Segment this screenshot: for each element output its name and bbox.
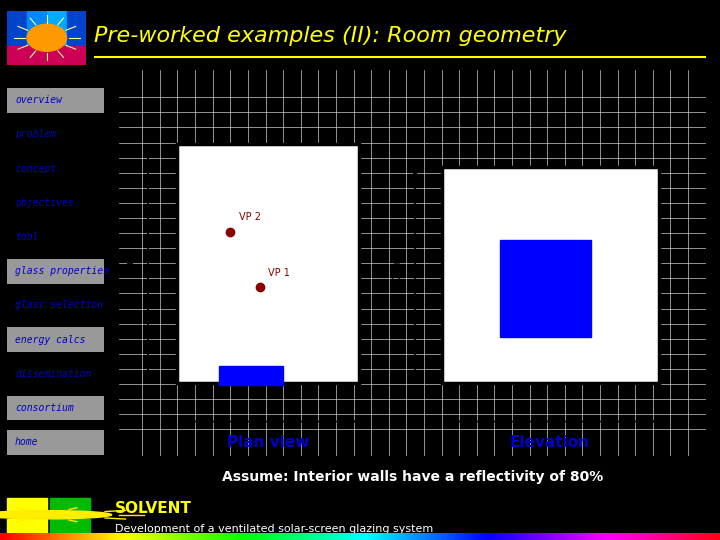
Bar [47,11,66,65]
Bar [500,240,591,336]
Text: Development of a ventilated solar-screen glazing system: Development of a ventilated solar-screen… [115,523,433,534]
Bar [178,144,359,383]
Text: dissemination: dissemination [15,369,91,379]
Circle shape [27,24,66,51]
Text: tool: tool [15,232,38,242]
Text: Pre-worked examples (II): Room geometry: Pre-worked examples (II): Room geometry [94,26,566,46]
Text: glass properties: glass properties [15,266,109,276]
Text: Elevation: Elevation [510,435,590,450]
Bar [27,11,47,65]
Bar [441,167,659,383]
Text: home: home [15,437,38,447]
Bar [219,366,283,385]
Text: glass selection: glass selection [15,300,103,310]
Text: Assume: Interior walls have a reflectivity of 80%: Assume: Interior walls have a reflectivi… [222,470,603,483]
Text: overview: overview [15,95,62,105]
Text: VP 1: VP 1 [269,267,290,278]
Bar [7,519,47,536]
Bar [7,498,47,516]
Text: 2.7 m: 2.7 m [392,261,402,289]
Bar [7,11,27,65]
Text: 4 m: 4 m [125,254,135,273]
Text: VP 2: VP 2 [239,212,261,222]
Text: consortium: consortium [15,403,73,413]
Text: 3 m: 3 m [259,432,278,442]
Bar [7,46,86,65]
Text: energy calcs: energy calcs [15,335,86,345]
Text: 3 m: 3 m [541,432,559,442]
Text: concept: concept [15,164,56,173]
Text: SOLVENT: SOLVENT [115,501,192,516]
Circle shape [0,511,112,519]
Bar [66,11,86,65]
Text: Plan view: Plan view [228,435,310,450]
Text: objectives: objectives [15,198,73,208]
Text: problem: problem [15,130,56,139]
Bar [50,498,90,516]
Bar [50,519,90,536]
